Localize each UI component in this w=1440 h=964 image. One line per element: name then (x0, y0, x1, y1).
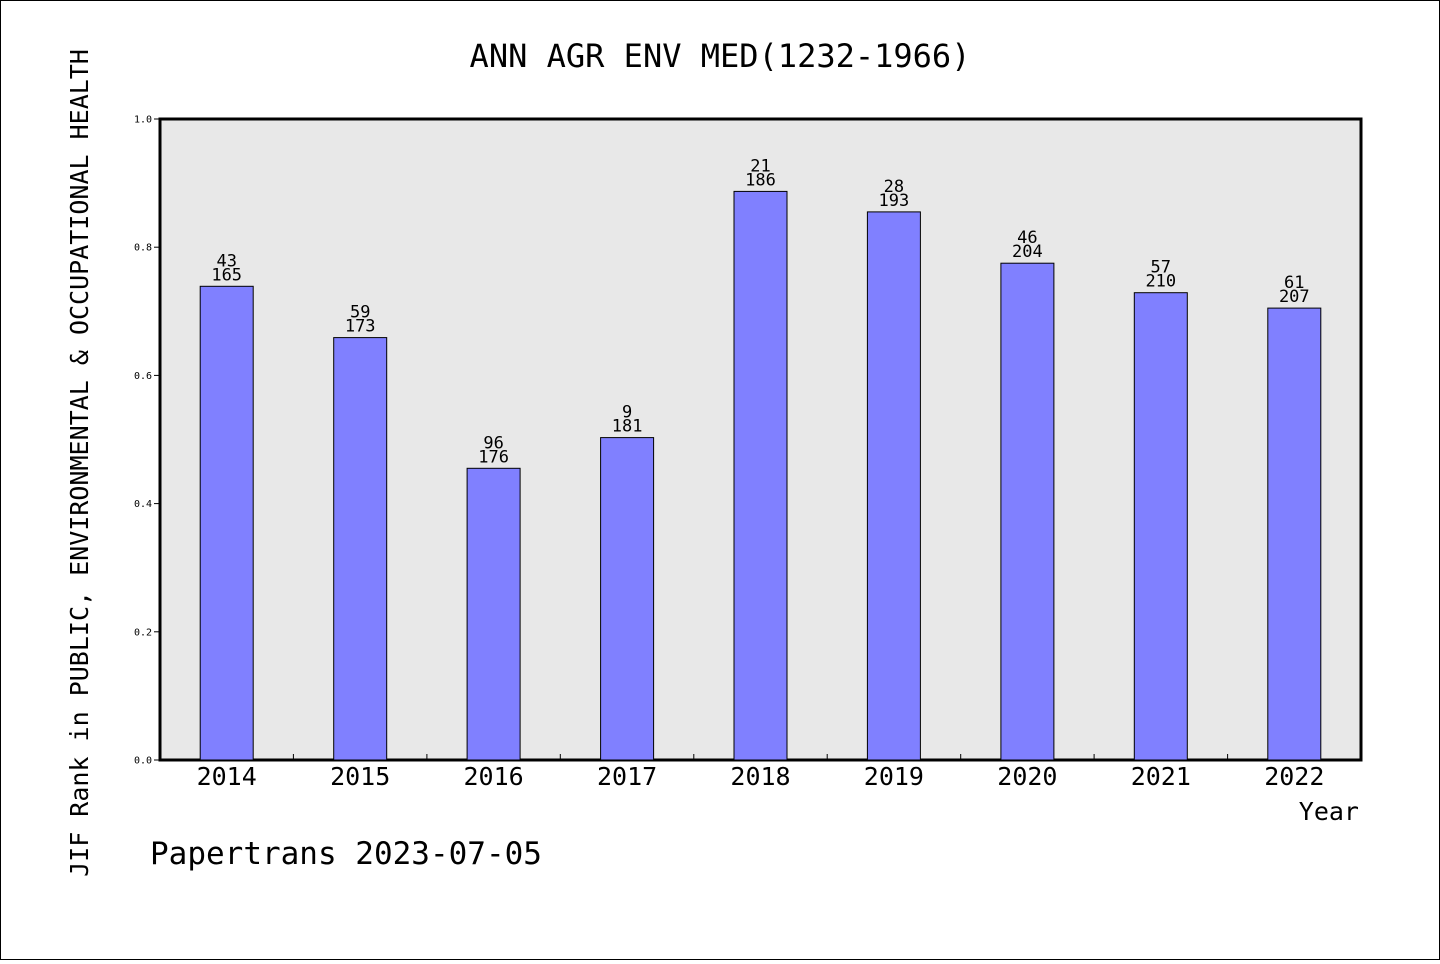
y-tick-label-0.4: 0.4 (134, 499, 152, 510)
y-ticks-group: 0.0 0.2 0.4 0.6 0.8 1.0 (134, 115, 160, 767)
bar-2017 (600, 437, 655, 761)
bar-total-label-2014: 165 (211, 265, 242, 285)
y-tick-label-0.8: 0.8 (134, 243, 152, 254)
bar-rank-label-2021: 57 (1151, 258, 1171, 278)
bar-rank-label-2018: 21 (750, 156, 770, 176)
x-tick-label-2016: 2016 (463, 762, 523, 791)
x-tick-label-2014: 2014 (197, 762, 257, 791)
y-tick-label-0.0: 0.0 (134, 756, 152, 767)
x-tick-label-2017: 2017 (597, 762, 657, 791)
bar-2022 (1267, 307, 1322, 761)
bar-total-label-2019: 193 (879, 191, 910, 211)
y-tick-label-1.0: 1.0 (134, 115, 152, 126)
bar-total-label-2022: 207 (1279, 287, 1310, 307)
x-tick-label-2018: 2018 (730, 762, 790, 791)
bar-2019 (866, 211, 921, 761)
bar-total-label-2016: 176 (478, 447, 509, 467)
y-axis-label: JIF Rank in PUBLIC, ENVIRONMENTAL & OCCU… (65, 49, 94, 877)
y-tick-label-0.2: 0.2 (134, 627, 152, 638)
bar-total-label-2021: 210 (1145, 272, 1176, 292)
bar-rank-label-2017: 9 (622, 403, 632, 423)
watermark-text: Papertrans 2023-07-05 (150, 836, 542, 872)
bar-2016 (466, 467, 521, 761)
bar-2018 (733, 190, 788, 761)
bar-rank-label-2014: 43 (216, 251, 236, 271)
chart-title: ANN AGR ENV MED(1232-1966) (470, 37, 971, 75)
bar-rank-label-2016: 96 (483, 433, 503, 453)
x-tick-label-2021: 2021 (1131, 762, 1191, 791)
bar-rank-label-2022: 61 (1284, 273, 1304, 293)
bar-rank-label-2015: 59 (350, 303, 370, 323)
x-tick-label-2022: 2022 (1264, 762, 1324, 791)
bar-total-label-2015: 173 (345, 317, 376, 337)
x-tick-label-2015: 2015 (330, 762, 390, 791)
bar-rank-label-2020: 46 (1017, 228, 1037, 248)
bar-total-label-2018: 186 (745, 170, 776, 190)
bar-2021 (1133, 292, 1188, 761)
bar-total-label-2020: 204 (1012, 242, 1043, 262)
bar-rank-label-2019: 28 (884, 177, 904, 197)
bar-2014 (199, 285, 254, 761)
y-tick-label-0.6: 0.6 (134, 371, 152, 382)
x-tick-label-2019: 2019 (864, 762, 924, 791)
x-ticks-group: 2014 2015 2016 2017 2018 2019 2020 2021 2022 (197, 754, 1324, 791)
bar-total-label-2017: 181 (612, 417, 643, 437)
bar-2020 (1000, 262, 1055, 761)
bar-2015 (333, 337, 388, 761)
x-tick-label-2020: 2020 (997, 762, 1057, 791)
x-axis-label: Year (1299, 797, 1359, 826)
